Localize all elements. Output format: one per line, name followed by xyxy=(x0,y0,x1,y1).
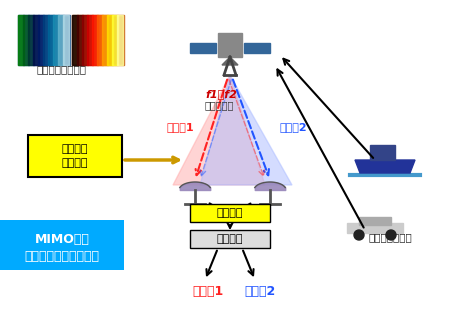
Bar xyxy=(102,15,108,65)
Text: 干渉補償: 干渉補償 xyxy=(216,208,243,218)
Polygon shape xyxy=(200,75,291,185)
Text: f1＝f2: f1＝f2 xyxy=(205,89,236,99)
Bar xyxy=(92,15,98,65)
Bar xyxy=(107,15,113,65)
Bar xyxy=(43,15,49,65)
FancyBboxPatch shape xyxy=(190,230,269,248)
Circle shape xyxy=(353,230,363,240)
Polygon shape xyxy=(173,75,264,185)
Bar xyxy=(53,15,59,65)
Bar xyxy=(117,15,123,65)
Bar xyxy=(112,15,118,65)
Bar xyxy=(190,43,216,53)
Text: データ2: データ2 xyxy=(243,285,274,298)
Bar xyxy=(77,15,83,65)
Text: 衛星通信データ: 衛星通信データ xyxy=(367,232,411,242)
Bar xyxy=(18,15,24,65)
Bar xyxy=(87,15,93,65)
Bar xyxy=(58,15,64,65)
Bar xyxy=(82,15,88,65)
Polygon shape xyxy=(354,160,414,173)
FancyBboxPatch shape xyxy=(28,135,122,177)
Bar xyxy=(97,15,103,65)
Bar xyxy=(33,15,39,65)
FancyBboxPatch shape xyxy=(190,204,269,222)
Bar xyxy=(369,145,394,160)
Polygon shape xyxy=(222,57,237,65)
Text: 大容量観測データ: 大容量観測データ xyxy=(37,64,87,74)
Bar xyxy=(346,223,402,233)
Text: 復調処理: 復調処理 xyxy=(216,234,243,244)
Bar xyxy=(23,15,29,65)
Bar xyxy=(72,15,78,65)
Bar xyxy=(243,43,269,53)
Bar xyxy=(72,15,124,65)
Text: MIMO技術
下りリンク大容量量化: MIMO技術 下りリンク大容量量化 xyxy=(24,233,99,263)
Bar xyxy=(358,217,390,225)
Text: データ1: データ1 xyxy=(191,285,223,298)
FancyBboxPatch shape xyxy=(0,220,124,270)
Bar xyxy=(48,15,54,65)
Bar xyxy=(18,15,70,65)
Text: 通信路の
モデル化: 通信路の モデル化 xyxy=(62,144,88,167)
Bar xyxy=(38,15,44,65)
Bar xyxy=(63,15,69,65)
Bar xyxy=(218,33,241,57)
Text: 同一周波数: 同一周波数 xyxy=(205,100,234,110)
Text: データ1: データ1 xyxy=(167,122,194,132)
Bar xyxy=(28,15,34,65)
Circle shape xyxy=(385,230,395,240)
Text: データ2: データ2 xyxy=(280,122,307,132)
